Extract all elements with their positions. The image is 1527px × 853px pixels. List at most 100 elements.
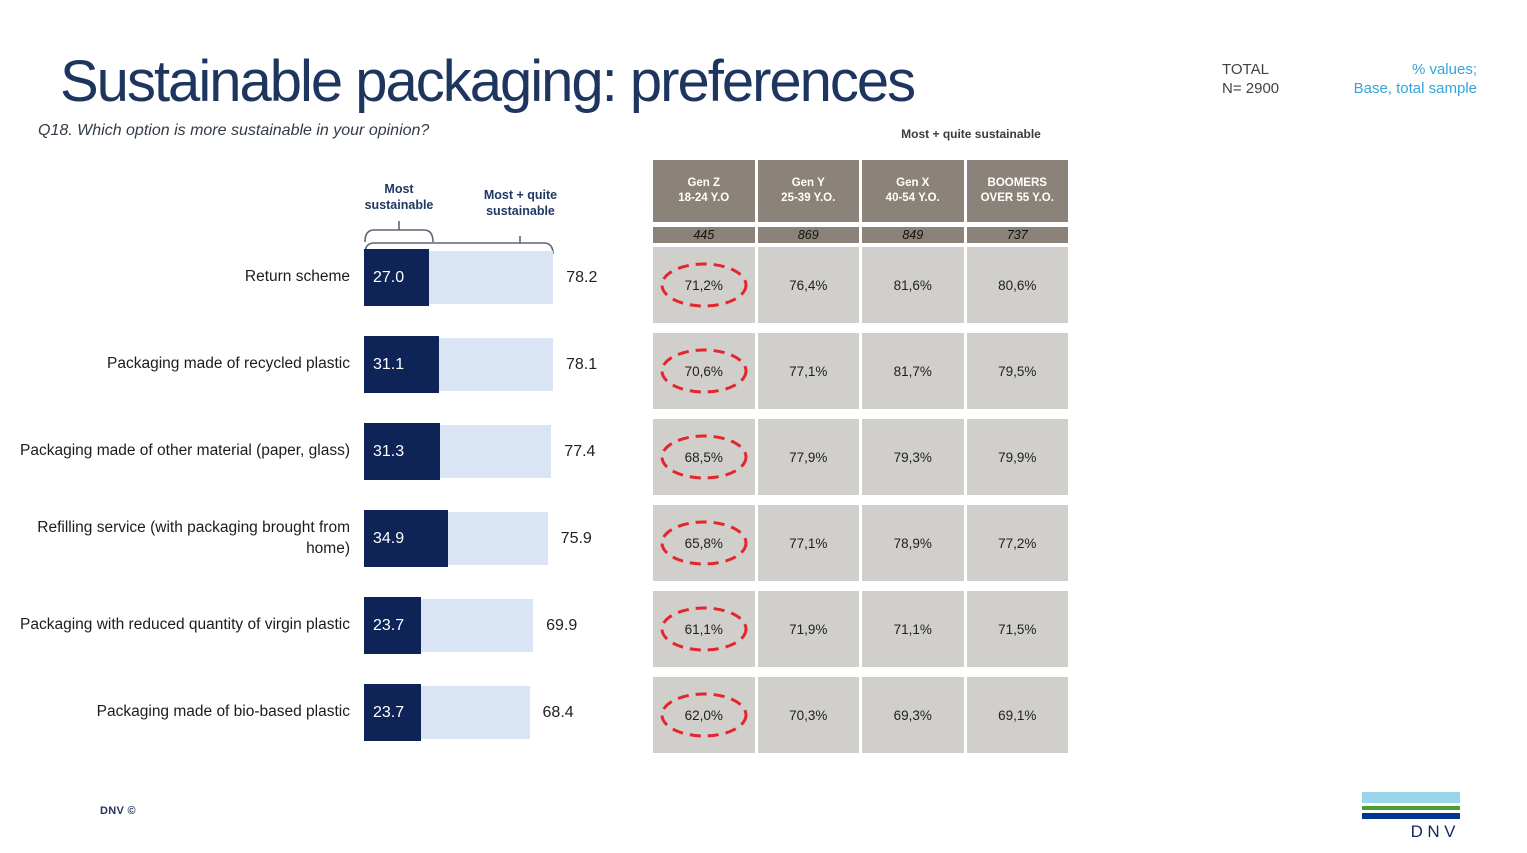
bar-most-sustainable: 31.3 [364,423,440,480]
table-cell: 76,4% [757,247,859,323]
bar-value-label: 23.7 [373,616,405,634]
table-cell-value: 80,6% [998,277,1037,293]
values-note-line1: % values; [1411,61,1477,78]
brace-most-quite-sustainable-icon [364,236,554,255]
category-label: Return scheme [244,268,350,286]
table-cell-value: 78,9% [893,535,932,551]
table-cell: 71,5% [966,591,1068,667]
table-row: 71,2% 76,4% 81,6% 80,6% [653,247,1068,323]
category-label: Packaging made of recycled plastic [107,355,350,373]
table-cell: 77,1% [757,333,859,409]
table-cell: 77,2% [966,505,1068,581]
table-cell-value: 71,1% [893,621,932,637]
chart-row: Packaging with reduced quantity of virgi… [20,597,597,654]
bar-value-label: 31.1 [373,355,405,373]
brace-most-sustainable-icon [364,221,434,243]
table-cell-value: 68,5% [684,449,723,465]
table-caption: Most + quite sustainable [901,127,1041,141]
table-cell: 81,7% [862,333,964,409]
table-row: 62,0% 70,3% 69,3% 69,1% [653,677,1068,753]
total-base-block: TOTAL N= 2900 [1222,61,1279,99]
bar-total-label: 68.4 [542,703,574,721]
table-base-cell: 445 [653,227,755,243]
legend-most-sustainable: Most sustainable [364,182,434,213]
category-label: Packaging with reduced quantity of virgi… [20,616,350,634]
bar-total-label: 78.2 [566,268,598,286]
chart-row: Packaging made of bio-based plastic 23.7 6… [20,684,597,741]
table-cell: 69,1% [966,677,1068,753]
table-cell-value: 79,9% [998,449,1037,465]
table-cell: 70,3% [757,677,859,753]
table-cell-value: 79,5% [998,363,1037,379]
bar-track: 23.7 [364,684,530,741]
bar-track: 31.1 [364,336,553,393]
category-label: Packaging made of bio-based plastic [96,703,350,721]
table-header-cell: Gen Z 18-24 Y.O [653,160,755,222]
table-base-cell: 737 [966,227,1068,243]
table-cell: 68,5% [653,419,755,495]
legend-most-quite-sustainable: Most + quite sustainable [483,188,558,219]
table-cell-value: 69,1% [998,707,1037,723]
table-header-cell: BOOMERS OVER 55 Y.O. [966,160,1068,222]
table-cell-value: 70,6% [684,363,723,379]
bar-total-label: 77.4 [564,442,596,460]
table-row: 70,6% 77,1% 81,7% 79,5% [653,333,1068,409]
bar-track: 31.3 [364,423,552,480]
table-cell: 70,6% [653,333,755,409]
chart-row: Refilling service (with packaging brough… [20,510,597,567]
table-row: 68,5% 77,9% 79,3% 79,9% [653,419,1068,495]
table-cell: 71,9% [757,591,859,667]
table-cell: 77,9% [757,419,859,495]
table-cell: 62,0% [653,677,755,753]
chart-row: Return scheme 27.0 78.2 [20,249,598,306]
question-subtitle: Q18. Which option is more sustainable in… [38,122,430,139]
table-cell: 77,1% [757,505,859,581]
table-cell-value: 76,4% [789,277,828,293]
table-cell: 79,9% [966,419,1068,495]
table-cell-value: 77,1% [789,535,828,551]
bar-total-label: 75.9 [560,529,592,547]
table-cell: 71,1% [862,591,964,667]
table-cell: 61,1% [653,591,755,667]
page-title: Sustainable packaging: preferences [60,49,916,114]
table-cell: 65,8% [653,505,755,581]
table-cell: 78,9% [862,505,964,581]
table-header-cell: Gen Y 25-39 Y.O. [757,160,859,222]
bar-track: 27.0 [364,249,554,306]
table-cell: 71,2% [653,247,755,323]
table-cell-value: 77,2% [998,535,1037,551]
bar-chart: Return scheme 27.0 78.2 Packaging made of r… [20,249,598,773]
copyright-label: DNV © [100,805,136,817]
table-cell-value: 71,5% [998,621,1037,637]
bar-value-label: 23.7 [373,703,405,721]
logo-stripe-green [1362,806,1460,810]
table-cell: 69,3% [862,677,964,753]
table-cell-value: 71,9% [789,621,828,637]
bar-most-sustainable: 34.9 [364,510,449,567]
dnv-logo: DNV [1362,792,1460,842]
table-cell-value: 77,9% [789,449,828,465]
bar-track: 23.7 [364,597,534,654]
bar-track: 34.9 [364,510,548,567]
table-cell-value: 65,8% [684,535,723,551]
table-cell: 80,6% [966,247,1068,323]
table-cell: 79,3% [862,419,964,495]
bar-most-sustainable: 23.7 [364,597,422,654]
table-row: 65,8% 77,1% 78,9% 77,2% [653,505,1068,581]
table-cell-value: 61,1% [684,621,723,637]
chart-row: Packaging made of other material (paper,… [20,423,597,480]
bar-value-label: 27.0 [373,268,405,286]
category-label: Packaging made of other material (paper,… [20,442,350,460]
table-row: 61,1% 71,9% 71,1% 71,5% [653,591,1068,667]
bar-most-sustainable: 27.0 [364,249,430,306]
table-cell-value: 62,0% [684,707,723,723]
chart-row: Packaging made of recycled plastic 31.1 78… [20,336,597,393]
table-cell: 81,6% [862,247,964,323]
table-base-cell: 849 [862,227,964,243]
values-note-line2: Base, total sample [1353,79,1477,97]
logo-stripe-light-blue [1362,792,1460,803]
table-cell-value: 81,6% [893,277,932,293]
table-cell-value: 71,2% [684,277,723,293]
values-note-block: % values; Base, total sample [1300,61,1477,99]
logo-text: DNV [1410,822,1460,841]
